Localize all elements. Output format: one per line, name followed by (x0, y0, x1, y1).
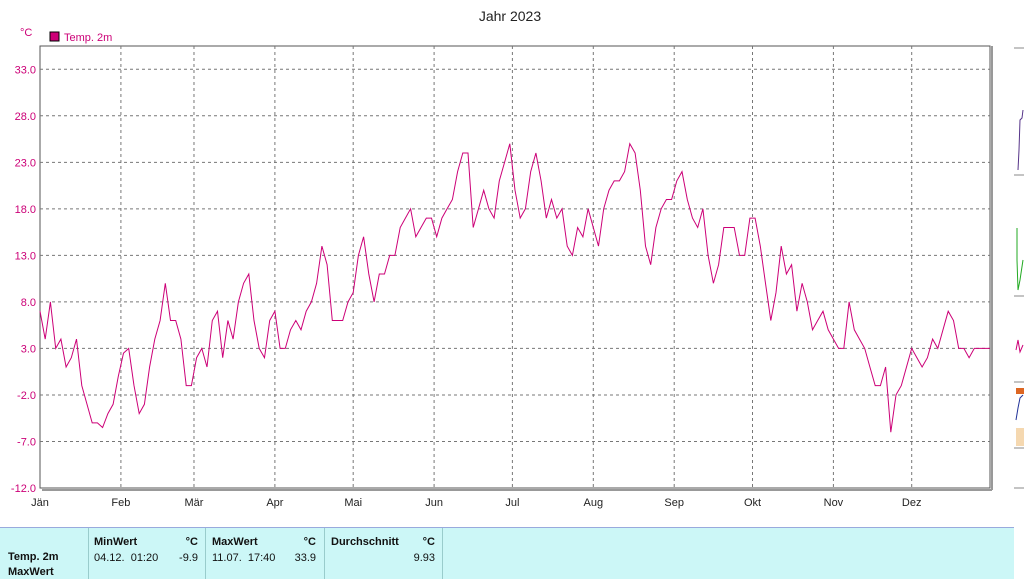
avg-header: Durchschnitt (331, 536, 399, 548)
x-tick-label: Apr (266, 497, 283, 509)
stats-table: Temp. 2m MaxWert MinWert °C 04.12. 01:20… (0, 527, 1014, 579)
y-tick-label: 23.0 (15, 157, 36, 169)
min-header: MinWert (94, 536, 138, 548)
y-tick-label: 28.0 (15, 111, 36, 123)
x-tick-label: Okt (744, 497, 761, 509)
max-column: MaxWert °C 11.07. 17:40 33.9 (212, 528, 322, 579)
stats-divider (205, 528, 206, 579)
series-line-temp-2m (39, 142, 990, 433)
y-tick-label: -12.0 (11, 483, 36, 495)
stats-divider (442, 528, 443, 579)
avg-value: 9.93 (413, 552, 435, 564)
x-tick-label: Jun (425, 497, 443, 509)
temperature-chart: Jahr 2023 °C Temp. 2m 33.0 28.0 23.0 18.0 13… (11, 8, 993, 509)
max-unit: °C (303, 536, 316, 548)
plot-area (39, 45, 991, 489)
min-unit: °C (185, 536, 198, 548)
side-trace-magenta (1015, 339, 1024, 354)
side-strip (1014, 0, 1024, 578)
max-time: 11.07. 17:40 (212, 552, 276, 564)
x-tick-label: Mai (344, 497, 362, 509)
legend-swatch (49, 31, 60, 42)
side-trace-green (1016, 228, 1024, 291)
side-block-orange (1016, 388, 1024, 394)
x-tick-label: Dez (902, 497, 922, 509)
max-header: MaxWert (212, 536, 258, 548)
avg-unit: °C (422, 536, 435, 548)
x-tick-label: Jul (505, 497, 519, 509)
y-tick-label: 3.0 (21, 343, 36, 355)
stats-row-label: Temp. 2m (8, 551, 59, 563)
side-trace-blue (1015, 394, 1024, 421)
legend-label: Temp. 2m (64, 32, 112, 44)
x-tick-label: Sep (664, 497, 684, 509)
max-value: 33.9 (294, 552, 316, 564)
min-time: 04.12. 01:20 (94, 552, 159, 564)
side-mini-traces (1014, 47, 1024, 489)
side-block-tan (1016, 428, 1024, 446)
x-tick-label: Jän (31, 497, 49, 509)
x-tick-label: Aug (584, 497, 604, 509)
x-tick-labels: Jän Feb Mär Apr Mai Jun Jul Aug Sep Okt Nov Dez (31, 497, 921, 509)
y-tick-label: 8.0 (21, 297, 36, 309)
stats-divider (324, 528, 325, 579)
x-tick-label: Nov (824, 497, 844, 509)
y-tick-label: -7.0 (17, 436, 36, 448)
min-column: MinWert °C 04.12. 01:20 -9.9 (94, 528, 204, 579)
series-layer (39, 142, 990, 433)
x-tick-label: Feb (111, 497, 130, 509)
side-trace-purple (1017, 109, 1024, 171)
stats-row-sublabel: MaxWert (8, 566, 54, 578)
y-tick-label: 33.0 (15, 64, 36, 76)
y-unit-label: °C (20, 27, 32, 39)
y-tick-label: 18.0 (15, 204, 36, 216)
grid-layer (40, 46, 990, 488)
y-tick-labels: 33.0 28.0 23.0 18.0 13.0 8.0 3.0 -2.0 -7.0 -12.0 (11, 64, 36, 495)
stats-divider (88, 528, 89, 579)
y-tick-label: -2.0 (17, 390, 36, 402)
y-tick-label: 13.0 (15, 250, 36, 262)
min-value: -9.9 (179, 552, 198, 564)
chart-title: Jahr 2023 (479, 8, 541, 24)
x-tick-label: Mär (185, 497, 204, 509)
avg-column: Durchschnitt °C 9.93 (331, 528, 441, 579)
